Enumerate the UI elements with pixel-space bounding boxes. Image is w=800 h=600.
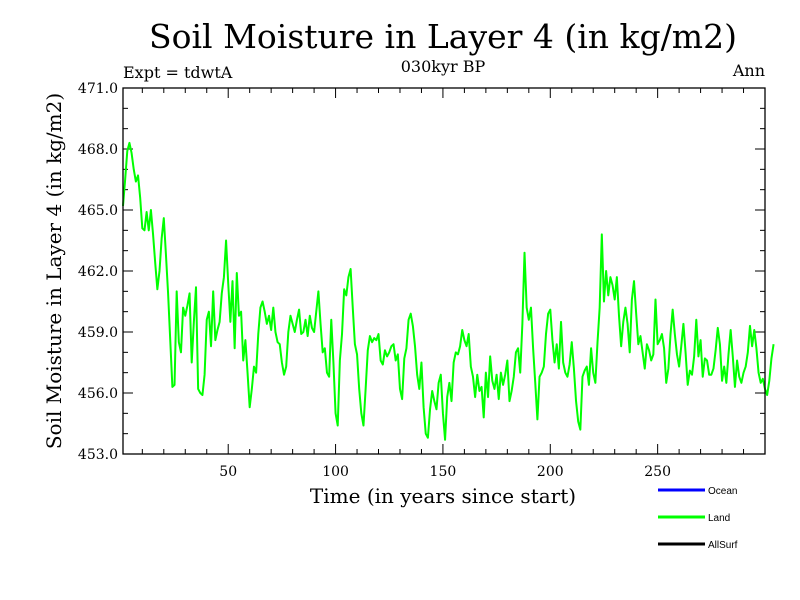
y-tick-label: 459.0: [78, 325, 118, 341]
x-tick-label: 150: [430, 464, 457, 480]
y-tick-label: 462.0: [78, 264, 118, 280]
x-axis-label: Time (in years since start): [310, 484, 576, 508]
legend-label-ocean: Ocean: [708, 486, 737, 497]
x-tick-labels: 50 100 150 200 250: [219, 464, 671, 480]
legend-label-land: Land: [708, 513, 730, 524]
season-label: Ann: [732, 61, 765, 80]
axis-ticks: [123, 87, 765, 455]
series-line-land: [122, 141, 775, 441]
legend: Ocean Land AllSurf: [658, 486, 738, 551]
x-tick-label: 100: [322, 464, 349, 480]
y-tick-label: 456.0: [78, 386, 118, 402]
chart-subtitle: 030kyr BP: [401, 57, 486, 76]
y-tick-labels: 453.0 456.0 459.0 462.0 465.0 468.0 471.0: [78, 81, 118, 463]
plot-series: [122, 141, 775, 441]
plot-frame: [122, 87, 766, 455]
y-tick-label: 468.0: [78, 142, 118, 158]
y-axis-label: Soil Moisture in Layer 4 (in kg/m2): [42, 93, 66, 449]
experiment-label: Expt = tdwtA: [123, 63, 233, 82]
x-tick-label: 250: [644, 464, 671, 480]
legend-label-allsurf: AllSurf: [708, 540, 738, 551]
x-tick-label: 200: [537, 464, 564, 480]
x-tick-label: 50: [219, 464, 237, 480]
y-tick-label: 453.0: [78, 447, 118, 463]
y-tick-label: 471.0: [78, 81, 118, 97]
chart-title: Soil Moisture in Layer 4 (in kg/m2): [149, 17, 737, 56]
y-tick-label: 465.0: [78, 203, 118, 219]
